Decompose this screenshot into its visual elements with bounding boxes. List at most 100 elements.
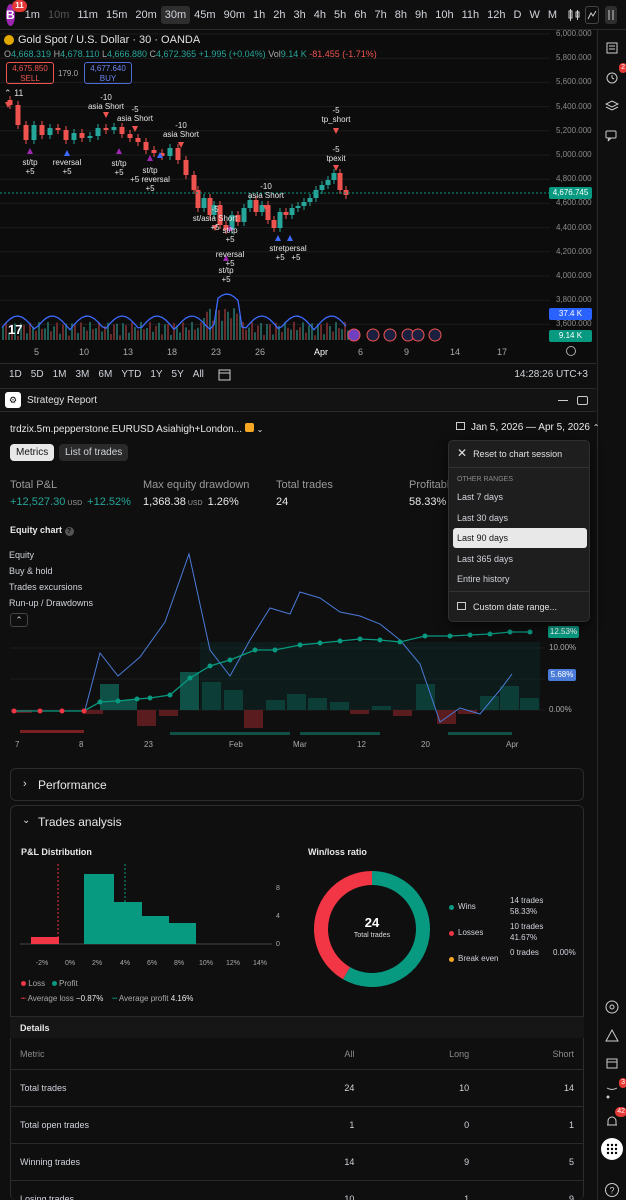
date-range-picker[interactable]: Jan 5, 2026 — Apr 5, 2026 ⌃: [456, 422, 599, 433]
timeframe-W[interactable]: W: [529, 8, 540, 21]
timeframe-11h[interactable]: 11h: [461, 8, 480, 21]
help-icon[interactable]: ?: [602, 1180, 622, 1200]
equity-chart[interactable]: [0, 550, 586, 750]
range-1D[interactable]: 1D: [9, 369, 22, 380]
custom-range-item[interactable]: Custom date range...: [457, 602, 557, 612]
clock[interactable]: 14:28:26 UTC+3: [514, 369, 588, 380]
feed-badge: 3: [619, 1078, 626, 1088]
range-YTD[interactable]: YTD: [121, 369, 142, 380]
strategy-settings-icon[interactable]: [244, 423, 254, 432]
info-icon[interactable]: ?: [64, 527, 74, 536]
range-All[interactable]: All: [192, 369, 204, 380]
timeframe-D[interactable]: D: [513, 8, 522, 21]
minimize-icon[interactable]: [558, 399, 568, 401]
equity-legend-item[interactable]: Trades excursions: [9, 582, 83, 592]
range-option-last-90-days[interactable]: Last 90 days: [453, 528, 587, 549]
trades-analysis-title[interactable]: Trades analysis: [38, 815, 122, 829]
range-option-last-30-days[interactable]: Last 30 days: [457, 512, 509, 523]
pnl-bar-profit: [112, 902, 142, 944]
range-1M[interactable]: 1M: [52, 369, 67, 380]
chevron-down-icon[interactable]: ⌄: [22, 815, 31, 826]
buy-button[interactable]: 4,677.640 BUY: [84, 62, 132, 84]
buyhold-tag: 5.68%: [548, 669, 576, 681]
range-6M[interactable]: 6M: [98, 369, 113, 380]
chevron-up-icon: ⌃: [592, 423, 600, 432]
layers-icon[interactable]: [602, 96, 622, 116]
timeframe-10h[interactable]: 10h: [435, 8, 454, 21]
timeframe-4h[interactable]: 4h: [313, 8, 326, 21]
range-option-last-7-days[interactable]: Last 7 days: [457, 492, 504, 502]
range-1Y[interactable]: 1Y: [150, 369, 163, 380]
trade-annotation: -10 asia Short: [162, 121, 200, 139]
equity-x-label: 20: [421, 740, 430, 749]
timeframe-45m[interactable]: 45m: [194, 8, 216, 21]
timeframe-7h[interactable]: 7h: [374, 8, 387, 21]
user-avatar[interactable]: B 11: [6, 0, 27, 26]
tab-metrics[interactable]: Metrics: [10, 444, 55, 461]
range-5Y[interactable]: 5Y: [171, 369, 184, 380]
loss-dot: [21, 981, 26, 986]
calendar-icon[interactable]: [602, 1053, 622, 1073]
calendar-small-icon: [456, 422, 465, 430]
right-sidebar: 2 3 42 ?: [597, 30, 626, 1200]
winloss-label: Wins: [458, 902, 476, 911]
goto-date-icon[interactable]: [218, 368, 231, 381]
equity-legend-item[interactable]: Equity: [9, 550, 35, 560]
collapse-legend-icon[interactable]: ⌃: [10, 613, 28, 627]
price-chart[interactable]: [0, 30, 596, 362]
range-5D[interactable]: 5D: [30, 369, 44, 380]
range-3M[interactable]: 3M: [75, 369, 90, 380]
compass-icon[interactable]: [602, 997, 622, 1017]
equity-legend-item[interactable]: Run-up / Drawdowns: [9, 598, 94, 608]
table-cell: Long: [354, 1039, 470, 1070]
ideas-icon[interactable]: [602, 1026, 622, 1046]
ohlc-readout: O4,668.319 H4,678.110 L4,666.880 C4,672.…: [4, 49, 377, 59]
strategy-report-bar[interactable]: ⚙ Strategy Report: [0, 388, 596, 412]
alerts-icon[interactable]: 2: [602, 63, 626, 88]
strategy-report-label: Strategy Report: [27, 394, 98, 406]
candle-type-icon[interactable]: [567, 6, 581, 24]
pnl-legend: Loss Profit: [21, 979, 78, 988]
profit-dot: [51, 981, 57, 986]
chevron-down-icon[interactable]: ⌄: [256, 425, 264, 434]
timeframe-90m[interactable]: 90m: [223, 8, 245, 21]
timeframe-15m[interactable]: 15m: [105, 8, 128, 21]
range-option-entire-history[interactable]: Entire history: [457, 574, 510, 585]
trade-annotation: -10 asia Short: [247, 182, 285, 200]
pnl-bar-profit: [84, 874, 114, 944]
chart-settings-icon[interactable]: [566, 346, 576, 356]
timeframe-10m[interactable]: 10m: [47, 8, 70, 21]
timeframe-11m[interactable]: 11m: [77, 8, 98, 21]
time-axis-label: 10: [79, 347, 90, 357]
timeframe-3h[interactable]: 3h: [293, 8, 306, 21]
pnl-y-label: 0: [276, 941, 280, 948]
timeframe-M[interactable]: M: [547, 8, 558, 21]
timeframe-20m[interactable]: 20m: [135, 8, 157, 21]
watchlist-icon[interactable]: [602, 38, 622, 58]
sell-button[interactable]: 4,675.850 SELL: [6, 62, 54, 84]
apps-grid-icon[interactable]: [601, 1138, 623, 1160]
indicators-icon[interactable]: [585, 5, 600, 24]
timeframe-6h[interactable]: 6h: [354, 8, 367, 21]
symbol-title[interactable]: Gold Spot / U.S. Dollar · 30 · OANDA: [18, 34, 201, 46]
timeframe-30m[interactable]: 30m: [160, 5, 191, 24]
timeframe-5h[interactable]: 5h: [333, 8, 347, 21]
chat-icon[interactable]: [602, 126, 622, 146]
timeframe-8h[interactable]: 8h: [394, 8, 407, 21]
performance-section[interactable]: › Performance: [10, 768, 584, 801]
equity-legend-item[interactable]: Buy & hold: [9, 566, 53, 576]
timeframe-1m[interactable]: 1m: [24, 8, 40, 21]
reset-range-item[interactable]: ✕ Reset to chart session: [457, 446, 563, 460]
timeframe-12h[interactable]: 12h: [487, 8, 506, 21]
timeframe-9h[interactable]: 9h: [414, 8, 428, 21]
equity-x-label: Feb: [229, 740, 243, 749]
notifications-icon[interactable]: 42: [602, 1107, 626, 1132]
tab-list-of-trades[interactable]: List of trades: [59, 444, 129, 461]
range-option-last-365-days[interactable]: Last 365 days: [457, 553, 514, 564]
feed-icon[interactable]: 3: [602, 1078, 626, 1103]
timeframe-2h[interactable]: 2h: [273, 8, 286, 21]
timeframe-1h[interactable]: 1h: [252, 8, 266, 21]
strategy-name[interactable]: trdzix.5m.pepperstone.EURUSD Asiahigh+Lo…: [10, 423, 264, 435]
maximize-icon[interactable]: [577, 395, 588, 405]
bars-icon[interactable]: [605, 5, 618, 24]
